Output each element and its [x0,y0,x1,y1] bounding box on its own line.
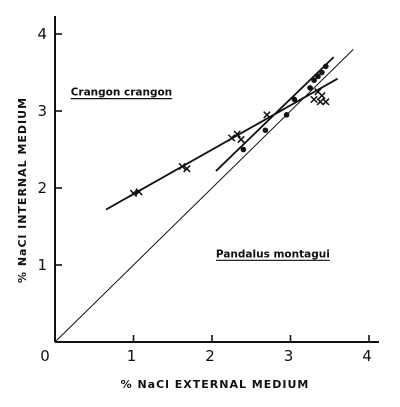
x-marker-point [316,98,325,106]
y-axis-label: % NaCl INTERNAL MEDIUM [16,97,29,283]
dot-marker-point [240,146,247,153]
data-points [129,63,330,198]
dot-marker-point [307,85,313,91]
x-tick-label: 3 [284,347,294,365]
axes: 0 1 2 3 4 1 2 3 4 [37,16,379,365]
dot-marker-point [315,73,321,80]
x-marker-point [237,135,245,144]
x-marker-point [310,95,318,104]
crangon-label: Crangon crangon [71,87,172,99]
x-tick-label: 0 [40,347,50,365]
dot-marker-point [319,69,325,76]
dot-marker-point [262,127,269,134]
dot-marker-point [283,112,290,118]
x-tick-label: 4 [362,347,372,365]
dot-marker-point [323,63,329,70]
x-tick-label: 1 [127,347,137,365]
pandalus-fit-line [215,56,335,172]
labels: % NaCl EXTERNAL MEDIUM % NaCl INTERNAL M… [16,87,330,391]
crangon-fit-line [105,77,339,211]
fit-lines [54,49,354,343]
y-tick-label: 3 [37,102,47,120]
x-axis-label: % NaCl EXTERNAL MEDIUM [121,378,310,391]
x-marker-point [129,189,138,198]
x-marker-point [318,91,326,100]
x-marker-point [233,130,241,138]
y-tick-label: 2 [37,179,47,197]
dot-marker-point [291,96,298,103]
x-tick-label: 2 [205,347,215,365]
pandalus-label: Pandalus montagui [216,248,330,260]
x-marker-point [263,111,271,119]
y-tick-label: 4 [37,25,47,43]
x-marker-point [322,98,330,106]
x-marker-point [135,188,143,196]
x-marker-point [227,134,236,142]
y-tick-label: 1 [37,256,47,274]
dot-marker-point [311,77,317,83]
x-marker-point [183,165,191,173]
x-marker-point [178,162,186,171]
